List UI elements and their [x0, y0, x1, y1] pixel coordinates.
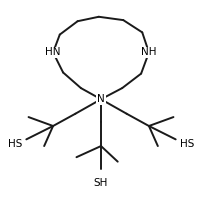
Text: HS: HS	[8, 139, 22, 149]
Text: N: N	[97, 94, 105, 104]
Text: NH: NH	[141, 47, 157, 58]
Text: HS: HS	[180, 139, 194, 149]
Text: SH: SH	[94, 178, 108, 188]
Text: HN: HN	[45, 47, 61, 58]
